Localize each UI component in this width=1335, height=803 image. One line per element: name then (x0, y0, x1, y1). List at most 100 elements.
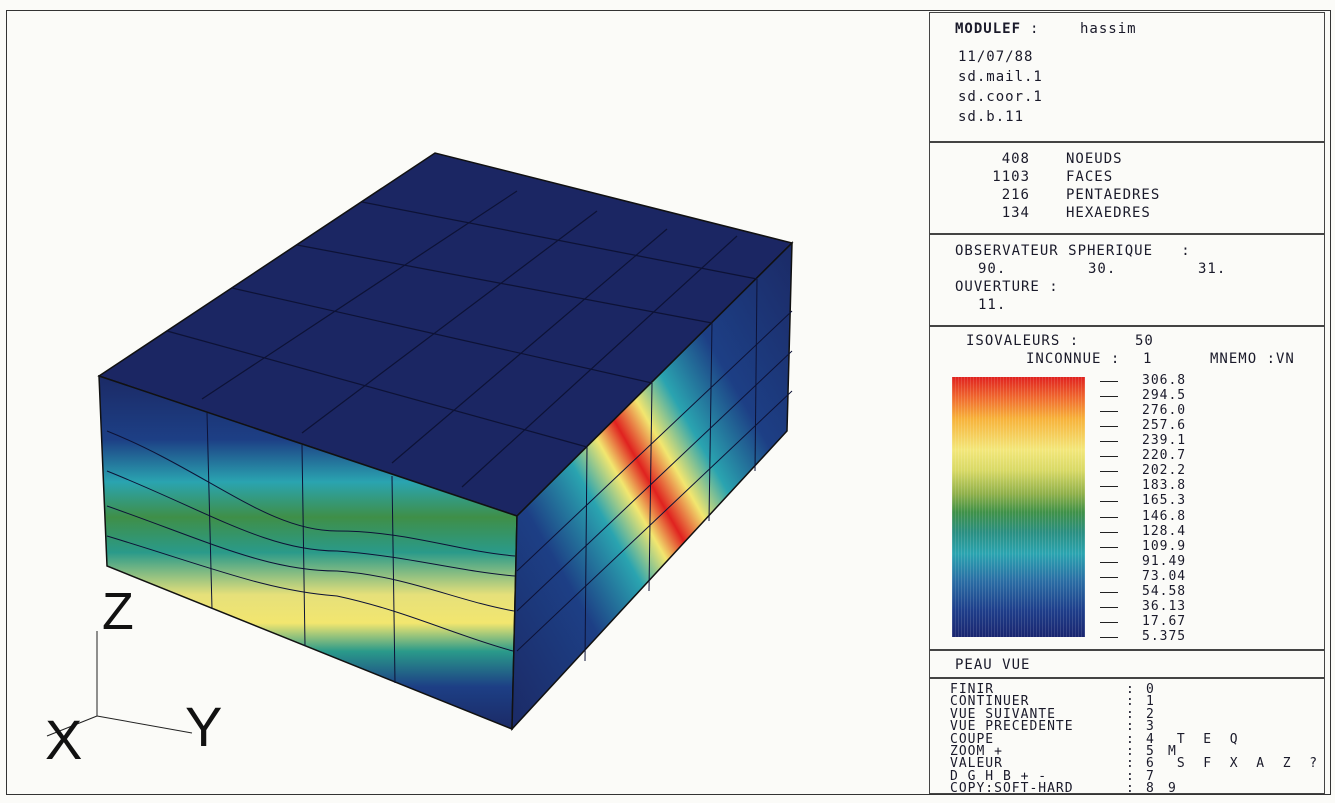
menu-item-key: 5 (1146, 744, 1155, 759)
axis-triad (46, 631, 193, 737)
front-mesh-lines (106, 412, 516, 684)
scale-tick (1100, 456, 1118, 458)
menu-item[interactable]: D G H B + -:7 (950, 770, 1168, 783)
scale-level-label: 183.8 (1142, 478, 1187, 494)
file-name: sd.b.11 (958, 109, 1025, 125)
menu-item-label: ZOOM + (950, 744, 1003, 759)
isosurface-block-render: Z X Y (45, 152, 794, 771)
scale-level-label: 220.7 (1142, 448, 1187, 464)
app-name: MODULEF (955, 21, 1022, 37)
menu-separator: : (1126, 682, 1135, 697)
scale-level-label: 128.4 (1142, 523, 1187, 539)
file-name: sd.mail.1 (958, 69, 1043, 85)
scale-level-label: 165.3 (1142, 493, 1187, 509)
menu-item-key: 0 (1146, 682, 1155, 697)
scale-tick (1100, 621, 1118, 623)
axis-y-label: Y (185, 695, 222, 758)
menu-separator: : (1126, 731, 1135, 747)
file-name: sd.coor.1 (958, 89, 1043, 105)
menu-item[interactable]: COUPE:4 T E Q (950, 733, 1239, 746)
menu-separator: : (1126, 719, 1135, 735)
scale-level-label: 109.9 (1142, 538, 1187, 554)
color-scale-bar (952, 377, 1085, 637)
scale-level-label: 257.6 (1142, 418, 1187, 434)
scale-level-label: 36.13 (1142, 598, 1187, 614)
observer-title: OBSERVATEUR SPHERIQUE : (955, 243, 1191, 259)
inconnue-value: 1 (1143, 351, 1153, 367)
scale-level-label: 239.1 (1142, 433, 1187, 449)
aperture-label: OUVERTURE : (955, 279, 1059, 295)
menu-item[interactable]: FINIR:0 (950, 683, 1168, 696)
scale-tick (1100, 501, 1118, 503)
menu-item[interactable]: VUE PRECEDENTE:3 (950, 720, 1168, 733)
separator: : (1030, 21, 1040, 37)
menu-item-key: 8 (1146, 781, 1155, 797)
view-mode-box: PEAU VUE (929, 650, 1325, 678)
stat-value: 134 (1001, 205, 1030, 221)
aperture-value: 11. (978, 297, 1007, 313)
menu-item[interactable]: CONTINUER:1 (950, 695, 1168, 708)
scale-level-label: 5.375 (1142, 629, 1187, 644)
stat-label: FACES (1066, 169, 1114, 185)
scale-tick (1100, 516, 1118, 518)
stat-label: NOEUDS (1066, 151, 1123, 167)
3d-viewport[interactable]: Z X Y (7, 11, 929, 796)
menu-item[interactable]: VUE SUIVANTE:2 (950, 708, 1168, 721)
user-name: hassim (1080, 21, 1137, 37)
axis-x-label: X (45, 708, 82, 771)
menu-item[interactable]: COPY:SOFT-HARD:8 9 (950, 782, 1177, 795)
menu-separator: : (1126, 768, 1135, 784)
menu-separator: : (1126, 781, 1135, 797)
block-right-face (511, 241, 793, 731)
header-box: MODULEF : hassim 11/07/88 sd.mail.1 sd.c… (929, 12, 1325, 142)
info-panel: MODULEF : hassim 11/07/88 sd.mail.1 sd.c… (929, 12, 1327, 795)
menu-separator: : (1126, 706, 1135, 722)
stat-value: 408 (1001, 151, 1030, 167)
menu-item-options: T E Q (1168, 731, 1239, 747)
menu-item-options: S F X A Z ? (1168, 756, 1319, 772)
menu-item-key: 6 (1146, 756, 1155, 772)
legend-box: ISOVALEURS : 50 INCONNUE : 1 MNEMO :VN 3… (929, 326, 1325, 650)
scale-level-label: 54.58 (1142, 583, 1187, 599)
right-mesh-lines (516, 278, 793, 662)
scale-tick (1100, 411, 1118, 413)
menu-item-label: CONTINUER (950, 694, 1030, 710)
menu-item-key: 2 (1146, 706, 1155, 722)
top-mesh-lines (166, 190, 758, 488)
stats-box: 408 NOEUDS 1103 FACES 216 PENTAEDRES 134… (929, 142, 1325, 234)
stat-value: 1103 (992, 169, 1030, 185)
inconnue-label: INCONNUE : (1026, 351, 1121, 367)
stat-label: PENTAEDRES (1066, 187, 1161, 203)
menu-separator: : (1126, 756, 1135, 772)
scale-tick (1100, 381, 1118, 382)
menu-item-label: VUE SUIVANTE (950, 706, 1056, 722)
menu-item-label: VUE PRECEDENTE (950, 719, 1074, 735)
axis-z-label: Z (102, 583, 134, 641)
menu-item-label: COPY:SOFT-HARD (950, 781, 1074, 797)
menu-item-label: COUPE (950, 731, 995, 747)
menu-item[interactable]: ZOOM +:5 M (950, 745, 1177, 758)
menu-item-label: VALEUR (950, 756, 1003, 772)
menu-separator: : (1126, 694, 1135, 710)
date: 11/07/88 (958, 49, 1034, 65)
menu-separator: : (1126, 744, 1135, 759)
scale-tick (1100, 471, 1118, 473)
isovaleurs-value: 50 (1135, 333, 1154, 349)
menu-item-options: 9 (1168, 781, 1177, 797)
mnemo-label: MNEMO :VN (1210, 351, 1295, 367)
scale-tick (1100, 546, 1118, 548)
menu-item[interactable]: VALEUR:6 S F X A Z ? (950, 757, 1318, 770)
scale-level-label: 202.2 (1142, 463, 1187, 479)
scale-tick (1100, 576, 1118, 578)
stat-label: HEXAEDRES (1066, 205, 1151, 221)
scale-tick (1100, 606, 1118, 608)
scale-tick (1100, 531, 1118, 533)
scale-level-label: 91.49 (1142, 553, 1187, 569)
menu-box: FINIR:0 CONTINUER:1 VUE SUIVANTE:2 VUE PREC… (929, 678, 1325, 795)
scale-level-label: 73.04 (1142, 568, 1187, 584)
observer-value: 31. (1198, 261, 1227, 277)
scale-tick (1100, 396, 1118, 398)
isovaleurs-label: ISOVALEURS : (966, 333, 1080, 349)
scale-tick (1100, 441, 1118, 443)
observer-value: 90. (978, 261, 1007, 277)
